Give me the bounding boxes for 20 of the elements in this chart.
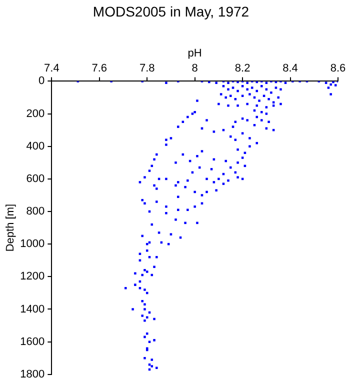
y-axis-title: Depth [m] xyxy=(4,204,17,252)
y-tick-label: 1000 xyxy=(20,238,45,250)
x-tick-label: 8.6 xyxy=(330,62,346,75)
chart-title: MODS2005 in May, 1972 xyxy=(92,3,250,20)
y-tick-label: 0 xyxy=(38,75,45,88)
x-tick-label: 7.8 xyxy=(139,62,155,75)
x-tick-label: 7.6 xyxy=(92,62,108,75)
y-tick-label: 1400 xyxy=(20,303,45,316)
y-tick-label: 400 xyxy=(26,140,45,152)
x-tick-label: 8.2 xyxy=(234,62,250,75)
y-tick-label: 200 xyxy=(26,108,45,120)
y-tick-label: 1200 xyxy=(20,270,45,283)
x-tick-label: 8.4 xyxy=(282,62,298,75)
x-axis-title: pH xyxy=(188,47,202,60)
y-tick-label: 600 xyxy=(26,172,45,185)
x-tick-label: 7.4 xyxy=(44,62,60,75)
y-tick-label: 800 xyxy=(26,206,45,218)
y-tick-label: 1800 xyxy=(20,368,45,380)
y-tick-label: 1600 xyxy=(20,336,45,348)
x-tick-label: 8 xyxy=(192,62,198,75)
